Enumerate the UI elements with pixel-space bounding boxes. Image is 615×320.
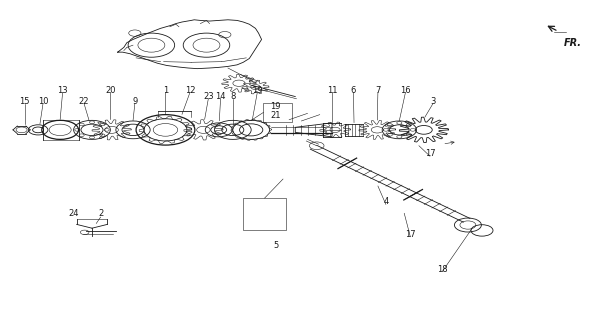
Text: 14: 14 xyxy=(215,92,226,101)
Text: 3: 3 xyxy=(430,97,435,106)
Text: 21: 21 xyxy=(271,111,281,120)
Text: 9: 9 xyxy=(132,97,138,106)
Text: 11: 11 xyxy=(327,86,337,95)
Text: 24: 24 xyxy=(68,209,79,219)
Text: 20: 20 xyxy=(105,86,116,95)
Text: 4: 4 xyxy=(383,197,389,206)
Text: 1: 1 xyxy=(163,86,168,95)
Text: 23: 23 xyxy=(203,92,213,101)
Text: 17: 17 xyxy=(424,149,435,158)
Text: FR.: FR. xyxy=(563,38,581,48)
Text: 5: 5 xyxy=(273,241,279,250)
Text: 18: 18 xyxy=(437,265,448,274)
Text: 19: 19 xyxy=(252,86,263,95)
Text: 6: 6 xyxy=(351,86,356,95)
Text: 7: 7 xyxy=(375,86,381,95)
Text: 13: 13 xyxy=(57,86,68,95)
Text: 8: 8 xyxy=(230,92,236,101)
Text: 15: 15 xyxy=(20,97,30,106)
Text: 10: 10 xyxy=(38,97,48,106)
Text: 16: 16 xyxy=(400,86,411,95)
Text: 22: 22 xyxy=(79,97,89,106)
Text: 17: 17 xyxy=(405,230,416,239)
Text: 19: 19 xyxy=(271,101,281,111)
Text: 12: 12 xyxy=(184,86,195,95)
Text: 2: 2 xyxy=(98,209,103,219)
